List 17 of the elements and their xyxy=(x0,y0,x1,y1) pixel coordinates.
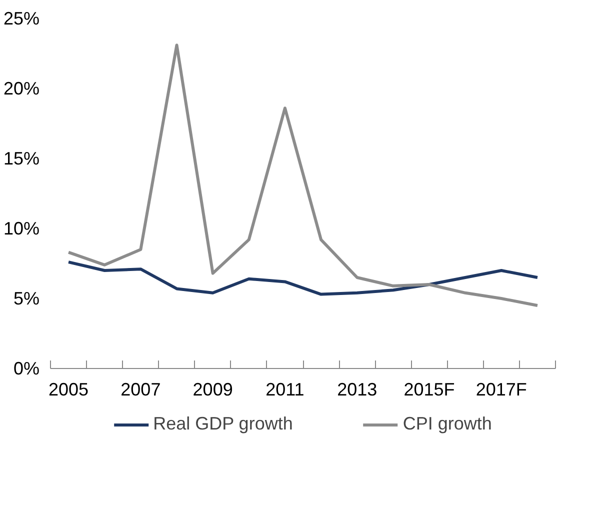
line-series xyxy=(67,44,539,307)
x-tick-label: 2009 xyxy=(192,380,233,400)
x-tick-label: 2011 xyxy=(266,380,304,400)
x-tick-label: 2015F xyxy=(404,380,455,400)
x-tick-label: 2017F xyxy=(476,380,527,400)
y-tick-label: 10% xyxy=(3,218,40,238)
y-tick-label: 5% xyxy=(13,288,40,308)
x-tick-label: 2013 xyxy=(337,380,378,400)
y-tick-label: 20% xyxy=(3,78,40,98)
x-tick-label: 2007 xyxy=(120,380,161,400)
legend-label: Real GDP growth xyxy=(153,414,293,434)
y-tick-label: 15% xyxy=(3,148,40,168)
y-tick-label: 0% xyxy=(13,358,40,378)
line-series xyxy=(67,260,539,296)
legend-label: CPI growth xyxy=(402,414,492,434)
y-tick-label: 25% xyxy=(3,8,40,28)
x-tick-label: 2005 xyxy=(48,380,89,400)
